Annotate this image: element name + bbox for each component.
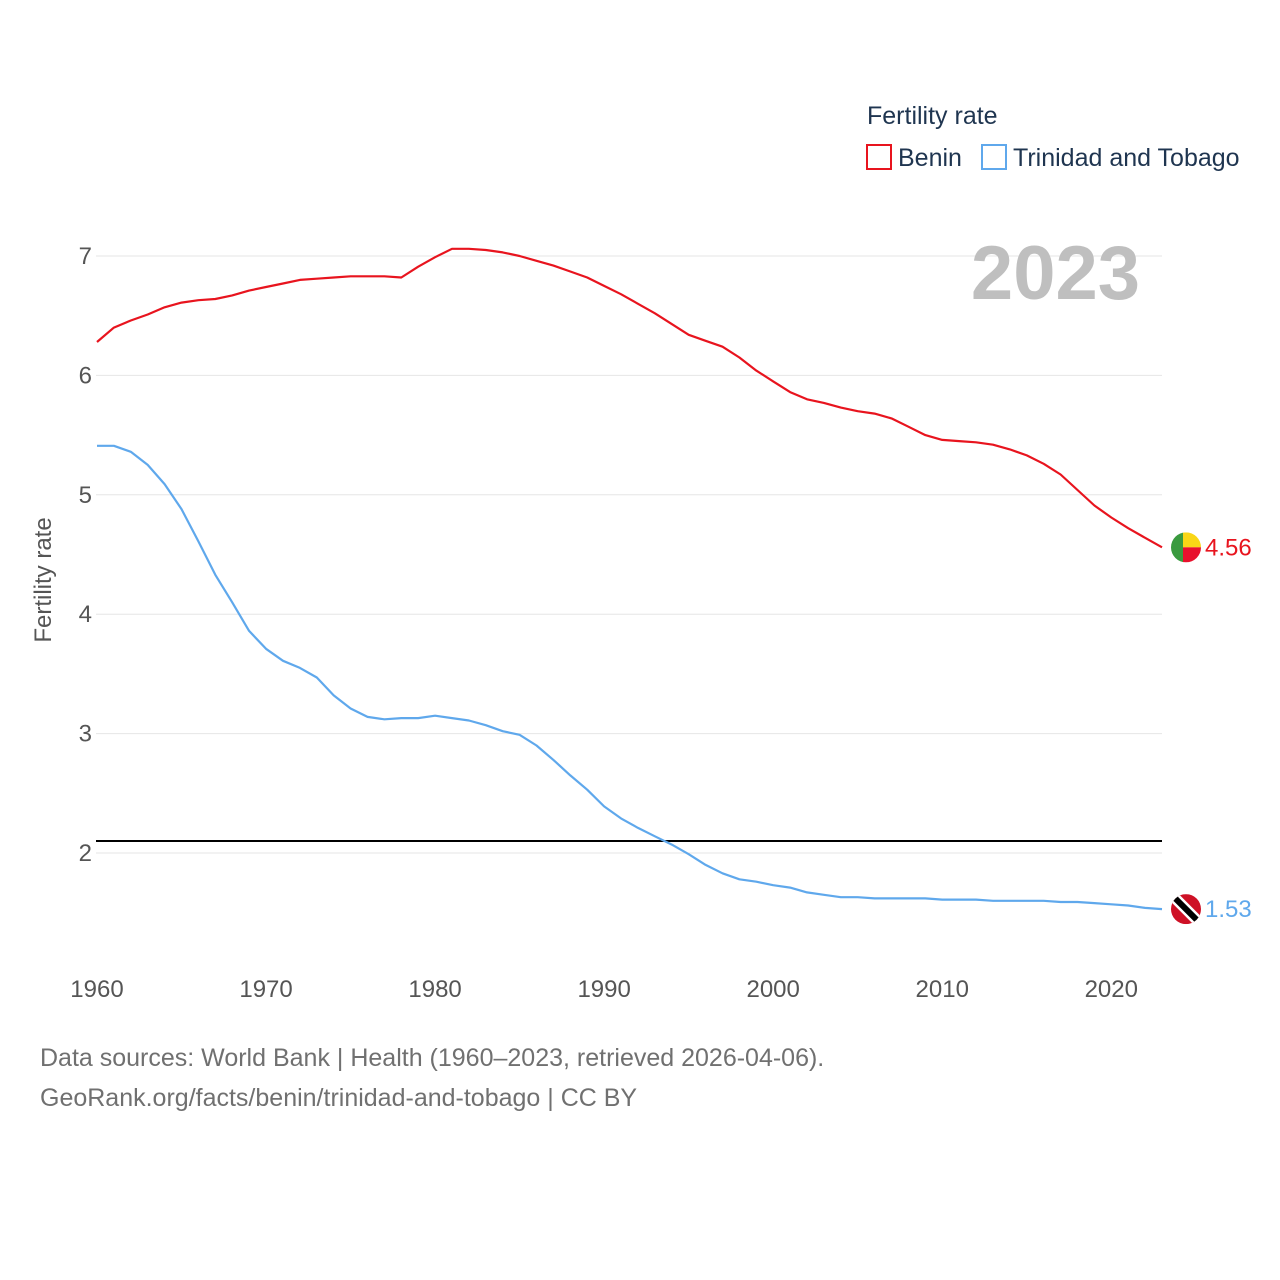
flag-stripe bbox=[1183, 532, 1201, 548]
x-tick-label: 2010 bbox=[916, 976, 969, 1003]
x-tick-label: 1990 bbox=[577, 976, 630, 1003]
y-tick-label: 6 bbox=[79, 362, 92, 389]
legend: Fertility rate Benin Trinidad and Tobago bbox=[866, 102, 1240, 172]
legend-swatch bbox=[981, 144, 1007, 170]
x-tick-label: 2020 bbox=[1085, 976, 1138, 1003]
end-markers: 4.56 1.53 bbox=[1171, 532, 1252, 925]
legend-label: Trinidad and Tobago bbox=[1013, 144, 1240, 172]
end-label-benin: 4.56 bbox=[1205, 534, 1252, 561]
series-line-benin bbox=[96, 247, 1163, 549]
series-lines bbox=[96, 247, 1163, 911]
legend-title: Fertility rate bbox=[867, 102, 998, 130]
benin-flag-icon bbox=[1171, 532, 1201, 563]
y-tick-label: 7 bbox=[79, 243, 92, 270]
x-tick-label: 1980 bbox=[408, 976, 461, 1003]
legend-swatch bbox=[866, 144, 892, 170]
end-label-trinidad-and-tobago: 1.53 bbox=[1205, 896, 1252, 923]
footer-attribution[interactable]: GeoRank.org/facts/benin/trinidad-and-tob… bbox=[40, 1084, 638, 1112]
y-tick-label: 4 bbox=[79, 601, 92, 628]
y-tick-label: 5 bbox=[79, 482, 92, 509]
year-label: 2023 bbox=[971, 231, 1140, 316]
x-tick-label: 1970 bbox=[239, 976, 292, 1003]
flag-stripe bbox=[1171, 894, 1201, 925]
x-tick-label: 2000 bbox=[746, 976, 799, 1003]
y-axis-label: Fertility rate bbox=[30, 517, 57, 642]
y-axis: 2 3 4 5 6 7 bbox=[79, 243, 92, 867]
flag-stripe bbox=[1171, 532, 1183, 563]
y-tick-label: 2 bbox=[79, 840, 92, 867]
x-tick-label: 1960 bbox=[70, 976, 123, 1003]
flag-stripe bbox=[1183, 547, 1201, 563]
legend-label: Benin bbox=[898, 144, 962, 172]
y-tick-label: 3 bbox=[79, 721, 92, 748]
footer-sources: Data sources: World Bank | Health (1960–… bbox=[40, 1044, 825, 1072]
x-axis: 1960 1970 1980 1990 2000 2010 2020 bbox=[70, 976, 1138, 1003]
grid bbox=[96, 255, 1162, 854]
series-line-trinidad-and-tobago bbox=[97, 444, 1163, 911]
trinidad-flag-icon bbox=[1171, 894, 1201, 925]
